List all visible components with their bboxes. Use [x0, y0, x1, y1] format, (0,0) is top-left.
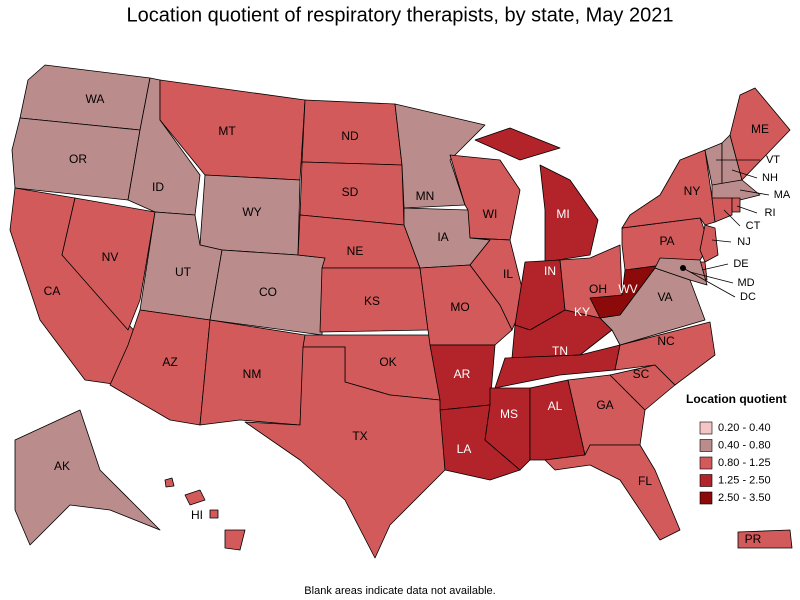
legend: Location quotient 0.20 - 0.40 0.40 - 0.80… [686, 392, 787, 505]
state-label: IN [544, 264, 556, 278]
leader-line [731, 169, 758, 179]
state-shape [469, 237, 526, 331]
legend-swatch [699, 474, 713, 487]
state-label: MO [450, 300, 469, 314]
state-label: MA [774, 189, 791, 201]
state-label: HI [191, 508, 203, 522]
legend-swatch [699, 491, 713, 505]
state-label: WA [86, 92, 105, 106]
state-label: AZ [162, 355, 177, 369]
state-shape [244, 346, 446, 559]
leader-line [682, 267, 736, 298]
state-label: WI [483, 207, 498, 221]
legend-swatch [699, 439, 713, 452]
state-label: AK [54, 459, 70, 473]
legend-swatch [699, 456, 713, 470]
state-shape [621, 149, 716, 229]
state-label: WV [618, 282, 637, 296]
state-shape [14, 409, 161, 546]
state-label: KS [364, 294, 380, 308]
state-label: MN [416, 189, 435, 203]
state-label: UT [175, 265, 192, 279]
state-label: NC [657, 334, 675, 348]
leader-line [701, 263, 729, 271]
state-label: SD [342, 185, 359, 199]
state-label: NH [762, 172, 778, 184]
state-shape [199, 319, 306, 426]
state-label: VT [766, 154, 780, 166]
footnote: Blank areas indicate data not available. [304, 585, 495, 597]
state-label: NY [684, 184, 701, 198]
state-label: NV [102, 250, 119, 264]
state-label: AR [454, 367, 471, 381]
state-shape [164, 477, 175, 488]
state-label: AL [548, 399, 563, 413]
legend-title: Location quotient [686, 392, 787, 406]
state-shape [224, 529, 246, 551]
state-shape [209, 509, 219, 519]
legend-label: 0.20 - 0.40 [718, 422, 771, 434]
state-label: WY [242, 205, 261, 219]
state-label: MT [218, 124, 236, 138]
state-label: MI [556, 207, 569, 221]
state-label: OH [589, 282, 607, 296]
legend-label: 2.50 - 3.50 [718, 492, 771, 504]
state-label: CO [259, 285, 277, 299]
state-label: PR [745, 532, 762, 546]
state-label: VA [657, 290, 672, 304]
state-label: ND [341, 129, 359, 143]
state-shape [184, 489, 206, 506]
state-shape [699, 224, 719, 263]
states [9, 64, 793, 559]
state-label: SC [633, 367, 650, 381]
state-shape [61, 197, 156, 331]
state-label: IL [503, 267, 513, 281]
state-label: GA [596, 398, 613, 412]
state-label: LA [457, 442, 472, 456]
leader-line [689, 271, 734, 284]
legend-swatch [699, 421, 713, 435]
leader-line [736, 205, 758, 214]
state-label: DC [740, 291, 756, 303]
state-label: CA [44, 284, 61, 298]
state-label: DE [733, 258, 748, 270]
state-shape [731, 197, 741, 213]
state-label: KY [574, 305, 590, 319]
leader-line [723, 209, 741, 227]
state-label: TN [552, 344, 568, 358]
state-label: NM [243, 367, 262, 381]
leader-line [739, 189, 770, 196]
state-label: OK [379, 355, 396, 369]
legend-label: 0.80 - 1.25 [718, 457, 771, 469]
state-shape [474, 127, 561, 161]
state-shape [539, 164, 599, 263]
state-label: ID [152, 180, 164, 194]
state-shape [654, 257, 708, 286]
state-label: OR [69, 152, 87, 166]
state-shape [544, 444, 681, 541]
state-label: MD [737, 277, 754, 289]
leader-line [711, 239, 732, 243]
state-label: PA [659, 234, 674, 248]
labels: WA OR CA NV ID MT WY UT CO AZ NM ND SD NE KS OK TX MN IA MO… [44, 92, 791, 546]
state-label: ME [751, 122, 769, 136]
state-label: IA [437, 230, 448, 244]
legend-label: 0.40 - 0.80 [718, 439, 771, 451]
state-label: FL [638, 474, 652, 488]
state-label: RI [765, 207, 776, 219]
state-shape [711, 179, 761, 201]
state-label: NE [347, 244, 364, 258]
state-label: CT [746, 220, 761, 232]
state-label: MS [500, 407, 518, 421]
state-shape [711, 197, 733, 223]
state-label: TX [352, 429, 367, 443]
title: Location quotient of respiratory therapi… [127, 4, 674, 26]
legend-label: 1.25 - 2.50 [718, 474, 771, 486]
state-label: NJ [737, 236, 750, 248]
state-shape [737, 529, 793, 549]
